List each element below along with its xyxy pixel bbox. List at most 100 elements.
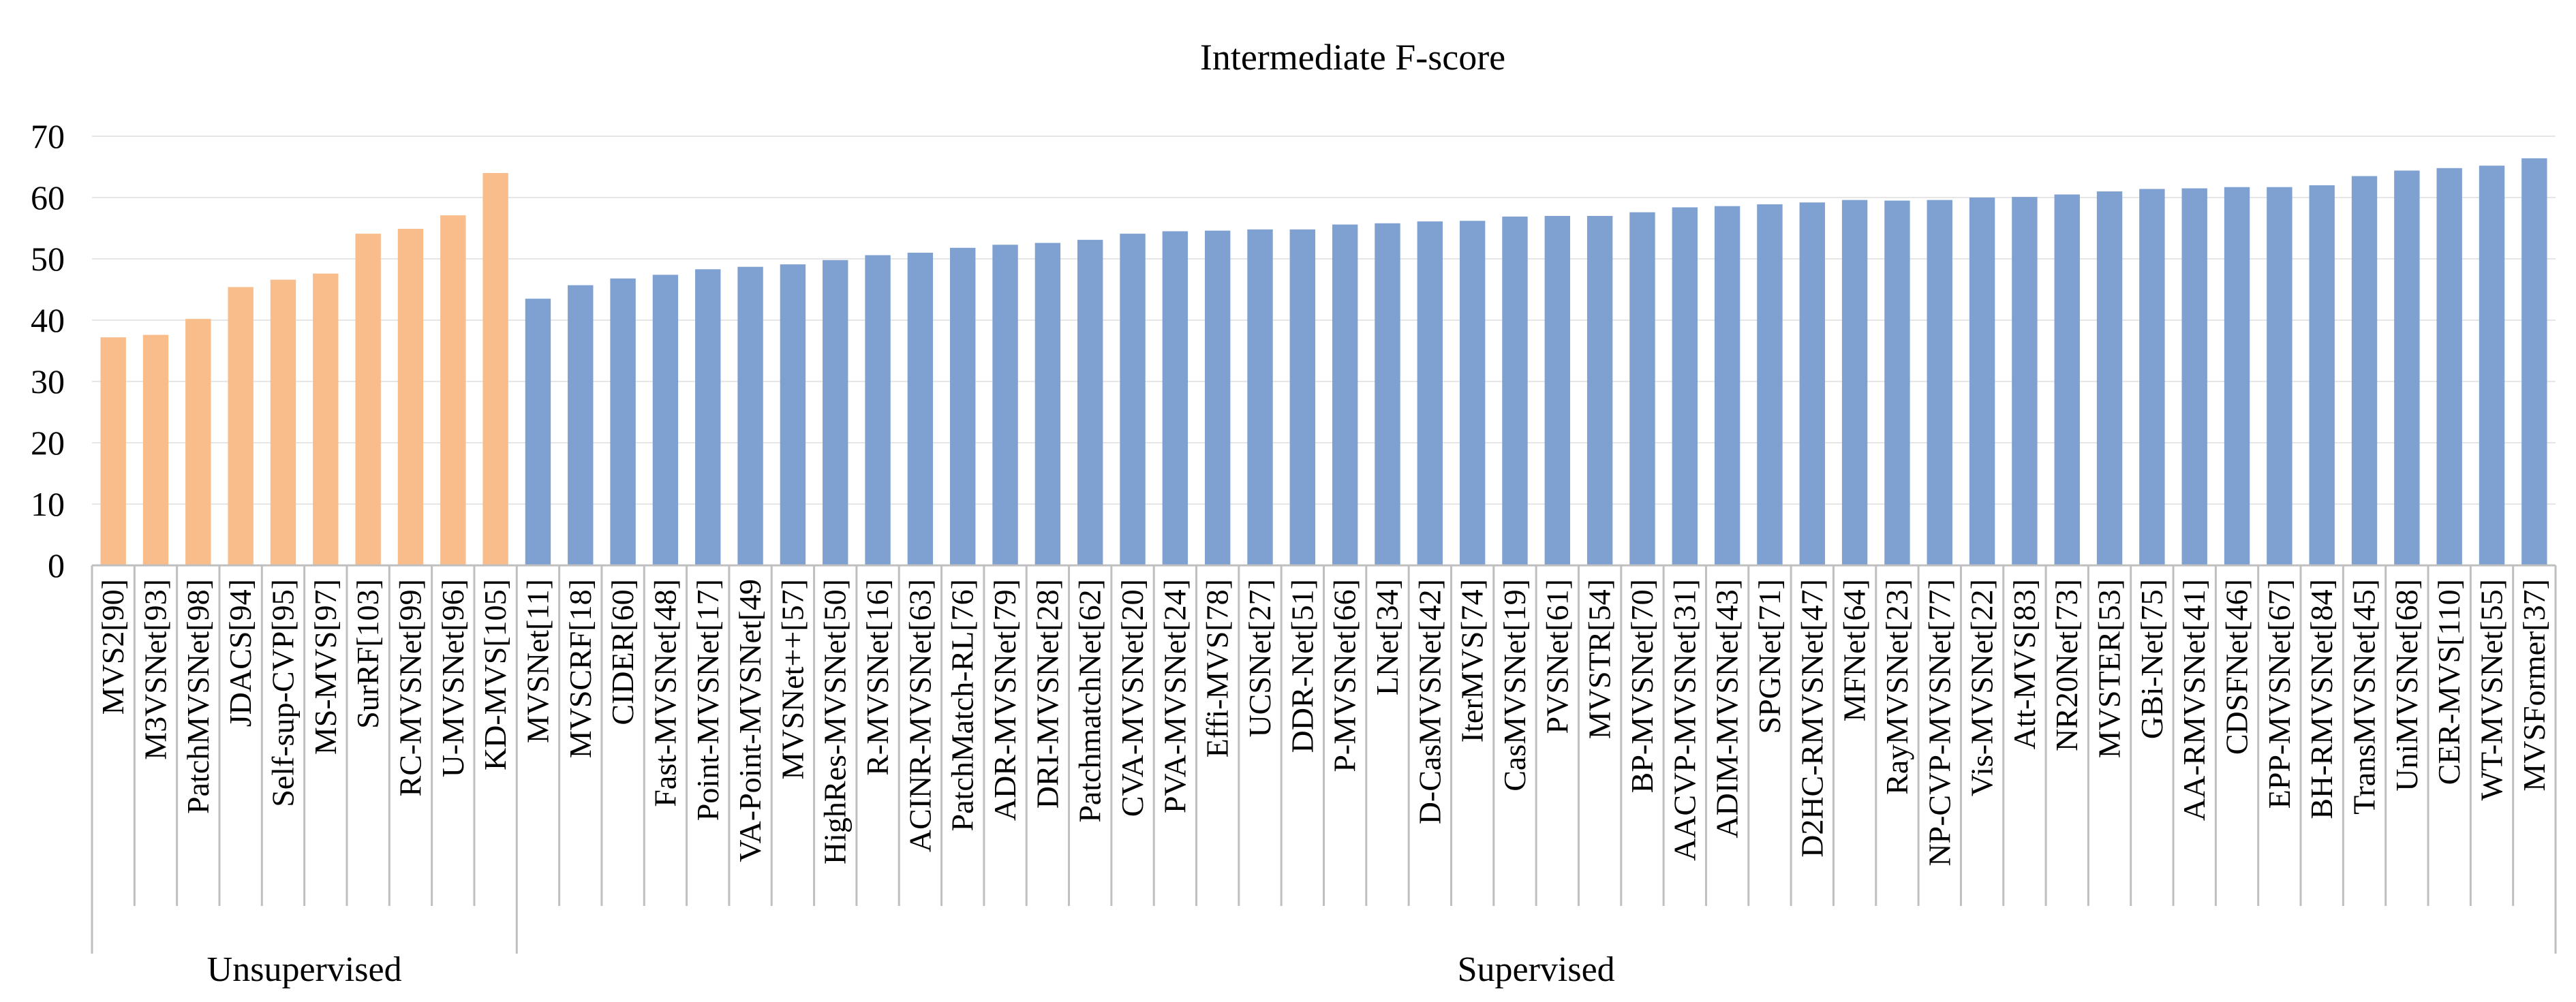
x-tick-label: PatchMVSNet[98] <box>181 579 215 814</box>
x-tick-label: MVSCRF[18] <box>563 579 598 758</box>
bar-supervised <box>737 266 763 565</box>
x-tick-label: EPP-MVSNet[67] <box>2262 579 2297 809</box>
bar-supervised <box>950 247 976 565</box>
x-tick-label: CasMVSNet[19] <box>1497 579 1532 792</box>
x-tick-label: NP-CVP-MVSNet[77] <box>1922 579 1957 866</box>
y-tick-label: 30 <box>31 362 65 401</box>
x-tick-label: UniMVSNet[68] <box>2389 579 2424 792</box>
x-tick-label: CVA-MVSNet[20] <box>1115 579 1150 817</box>
x-tick-label: MS-MVS[97] <box>308 579 343 755</box>
bar-supervised <box>695 269 721 565</box>
y-tick-label: 0 <box>48 546 65 584</box>
bar-unsupervised <box>397 228 424 565</box>
x-tick-label: UCSNet[27] <box>1242 579 1277 738</box>
x-tick-label: PatchmatchNet[62] <box>1073 579 1107 823</box>
bar-supervised <box>1417 221 1443 565</box>
bar-supervised <box>1204 230 1231 565</box>
bar-supervised <box>1162 231 1189 565</box>
bar-supervised <box>2012 197 2038 566</box>
bar-supervised <box>2096 191 2123 565</box>
bar-supervised <box>992 245 1018 565</box>
group-label-supervised: Supervised <box>1458 950 1615 989</box>
x-tick-label: RC-MVSNet[99] <box>393 579 427 796</box>
bar-supervised <box>2224 187 2250 565</box>
bar-supervised <box>865 255 891 565</box>
x-tick-label: VA-Point-MVSNet[49 <box>733 579 767 862</box>
bar-supervised <box>652 275 679 565</box>
bar-supervised <box>1586 216 1613 565</box>
group-label-unsupervised: Unsupervised <box>207 950 402 989</box>
x-tick-label: KD-MVS[105] <box>478 579 512 770</box>
x-tick-label: IterMVS[74] <box>1455 579 1490 742</box>
x-tick-label: MVSTR[54] <box>1582 579 1617 739</box>
x-tick-label: MVS2[90] <box>95 579 130 715</box>
bar-supervised <box>1799 202 1825 565</box>
x-tick-label: WT-MVSNet[55] <box>2474 579 2509 800</box>
x-tick-label: LNet[34] <box>1370 579 1405 695</box>
bar-unsupervised <box>142 334 169 565</box>
bar-supervised <box>1289 229 1316 565</box>
bar-supervised <box>907 253 934 565</box>
x-tick-label: MVSNet++[57] <box>775 579 810 780</box>
x-tick-label: ADIM-MVSNet[43] <box>1710 579 1745 839</box>
bar-supervised <box>610 278 636 565</box>
bar-supervised <box>1034 242 1061 565</box>
bar-supervised <box>2309 185 2335 565</box>
chart-title: Intermediate F-score <box>1200 37 1505 78</box>
bar-unsupervised <box>100 337 126 565</box>
x-tick-label: GBi-Net[75] <box>2134 579 2169 739</box>
bar-supervised <box>1332 224 1358 565</box>
y-tick-label: 40 <box>31 301 65 339</box>
bar-supervised <box>780 264 806 565</box>
x-tick-label: MFNet[64] <box>1837 579 1872 722</box>
x-tick-label: BP-MVSNet[70] <box>1625 579 1659 793</box>
bar-supervised <box>1077 240 1103 565</box>
x-tick-labels: MVS2[90] M3VSNet[93] PatchMVSNet[98] JDACS[… <box>95 579 2551 866</box>
bar-supervised <box>1672 207 1698 565</box>
bar-supervised <box>2521 158 2547 565</box>
x-tick-label: TransMVSNet[45] <box>2347 579 2382 815</box>
bar-supervised <box>823 260 848 565</box>
bar-supervised <box>1544 216 1570 565</box>
y-tick-label: 10 <box>31 485 65 523</box>
bar-unsupervised <box>313 273 339 565</box>
y-tick-labels: 0 10 20 30 40 50 60 70 <box>31 117 65 584</box>
bar-supervised <box>1629 212 1655 566</box>
y-tick-label: 20 <box>31 424 65 462</box>
bar-supervised <box>1884 200 1910 565</box>
x-tick-label: AA-RMVSNet[41] <box>2177 579 2211 821</box>
group-labels: Unsupervised Supervised <box>207 950 1615 989</box>
bar-supervised <box>2351 176 2378 565</box>
x-tick-label: M3VSNet[93] <box>138 579 172 760</box>
x-tick-label: MVSTER[53] <box>2092 579 2127 758</box>
x-tick-label: DRI-MVSNet[28] <box>1030 579 1064 809</box>
bar-supervised <box>2394 170 2420 565</box>
x-tick-label: AACVP-MVSNet[31] <box>1667 579 1702 861</box>
x-tick-label: HighRes-MVSNet[50] <box>818 579 853 864</box>
x-tick-label: PVSNet[61] <box>1539 579 1574 734</box>
x-tick-label: RayMVSNet[23] <box>1880 579 1914 795</box>
bar-supervised <box>1502 216 1528 565</box>
x-tick-label: D2HC-RMVSNet[47] <box>1794 579 1829 858</box>
x-tick-label: MVSFormer[37] <box>2517 579 2551 792</box>
x-tick-label: ADR-MVSNet[79] <box>987 579 1022 821</box>
x-tick-label: D-CasMVSNet[42] <box>1412 579 1447 824</box>
x-tick-label: JDACS[94] <box>223 579 258 727</box>
x-tick-label: CIDER[60] <box>605 579 640 725</box>
y-tick-label: 50 <box>31 240 65 278</box>
x-tick-label: Self-sup-CVP[95] <box>265 579 300 807</box>
x-tick-label: ACINR-MVSNet[63] <box>902 579 937 852</box>
bar-supervised <box>1714 206 1741 566</box>
x-tick-label: DDR-Net[51] <box>1285 579 1319 753</box>
axes <box>91 564 2557 954</box>
x-tick-label: CDSFNet[46] <box>2220 579 2254 755</box>
x-tick-label: Point-MVSNet[17] <box>690 579 725 821</box>
bar-supervised <box>2181 188 2207 565</box>
x-tick-label: CER-MVS[110] <box>2432 579 2466 785</box>
bar-supervised <box>1375 223 1400 565</box>
bar-unsupervised <box>270 279 296 565</box>
bar-supervised <box>1459 221 1486 565</box>
bar-supervised <box>2267 187 2293 565</box>
